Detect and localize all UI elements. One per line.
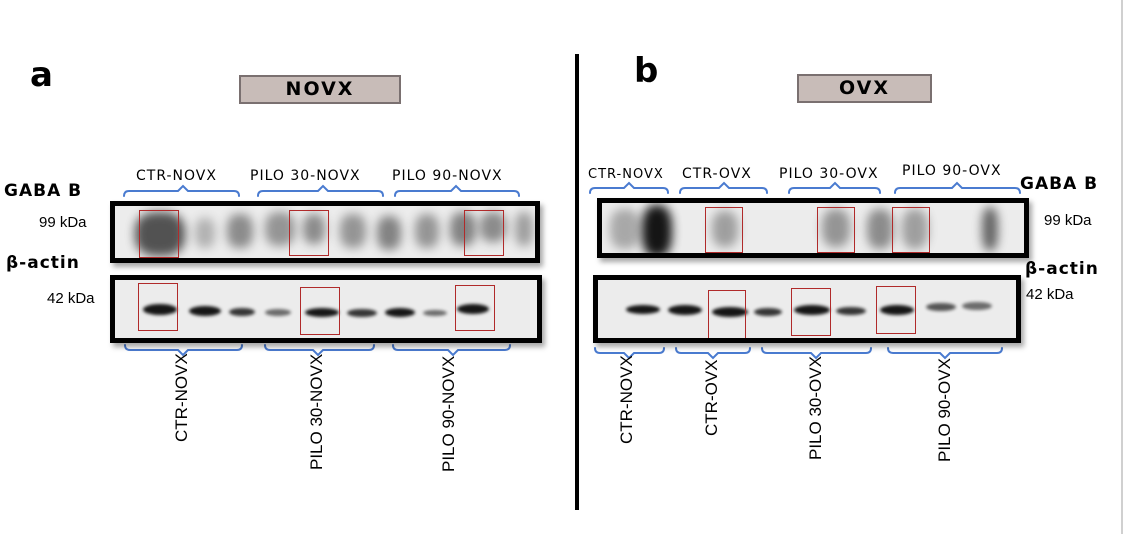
- blot-smear: [227, 214, 253, 248]
- panel-b-top-group-pilo30: PILO 30-OVX: [779, 166, 879, 182]
- protein-band: [836, 307, 866, 315]
- panel-b-title: OVX: [797, 74, 932, 103]
- protein-band: [926, 303, 956, 311]
- highlight-box: [455, 285, 495, 331]
- blot-smear: [340, 214, 366, 248]
- panel-b-actin-blot: [593, 275, 1021, 343]
- blot-smear: [822, 209, 850, 247]
- panel-b-bottom-group-pilo90: PILO 90-OVX: [935, 358, 954, 462]
- panel-b-actin-kda: 42 kDa: [1026, 286, 1074, 303]
- panel-a-gaba-label: GABA B: [4, 181, 83, 201]
- panel-a-title: NOVX: [239, 75, 401, 104]
- protein-band: [754, 308, 782, 316]
- blot-smear: [610, 209, 640, 249]
- panel-a-letter: a: [30, 55, 53, 95]
- panel-a-top-group-pilo90: PILO 90-NOVX: [392, 168, 503, 184]
- panel-b-letter: b: [634, 51, 659, 91]
- highlight-box: [705, 207, 743, 253]
- highlight-box: [464, 210, 504, 256]
- protein-band: [794, 305, 830, 315]
- protein-band: [457, 304, 489, 314]
- protein-band: [305, 308, 339, 317]
- blot-smear: [712, 211, 738, 247]
- protein-band: [385, 308, 415, 317]
- panel-b-bottom-group-ctr-ovx: CTR-OVX: [702, 359, 721, 437]
- panel-b-bottom-group-ctr-novx: CTR-NOVX: [617, 355, 636, 444]
- blot-smear: [902, 209, 928, 249]
- panel-a-top-group-pilo30: PILO 30-NOVX: [250, 168, 361, 184]
- protein-band: [668, 305, 702, 315]
- blot-smear: [415, 214, 439, 248]
- blot-smear: [377, 216, 401, 250]
- panel-a-actin-blot: [110, 275, 542, 343]
- panel-a-actin-label: β-actin: [6, 253, 80, 273]
- highlight-box: [876, 286, 916, 334]
- protein-band: [423, 310, 447, 316]
- protein-band: [229, 308, 255, 316]
- highlight-box: [708, 290, 746, 338]
- protein-band: [962, 302, 992, 310]
- panel-a-gaba-kda: 99 kDa: [39, 214, 87, 231]
- panel-a-bottom-group-pilo30: PILO 30-NOVX: [307, 353, 326, 470]
- panel-a-gaba-blot: [110, 201, 540, 263]
- protein-band: [265, 309, 291, 316]
- panel-b-top-group-pilo90: PILO 90-OVX: [902, 163, 1002, 179]
- blot-smear: [450, 212, 476, 246]
- blot-smear: [515, 212, 533, 246]
- protein-band: [143, 304, 177, 315]
- protein-band: [189, 306, 221, 316]
- protein-band: [712, 307, 748, 317]
- blot-smear: [982, 207, 998, 251]
- panel-b-bottom-group-pilo30: PILO 30-OVX: [806, 356, 825, 460]
- panel-a-bottom-group-pilo90: PILO 90-NOVX: [439, 355, 458, 472]
- highlight-box: [139, 210, 179, 258]
- highlight-box: [892, 207, 930, 253]
- highlight-box: [138, 283, 178, 331]
- blot-smear: [867, 209, 893, 249]
- protein-band: [626, 305, 660, 314]
- panel-b-gaba-label: GABA B: [1020, 174, 1099, 194]
- protein-band: [347, 309, 377, 317]
- panel-a-top-group-ctr: CTR-NOVX: [136, 168, 217, 184]
- panel-a-bottom-group-ctr: CTR-NOVX: [172, 353, 191, 442]
- panel-b-top-group-ctr-ovx: CTR-OVX: [682, 166, 752, 182]
- blot-smear: [135, 212, 185, 256]
- highlight-box: [289, 210, 329, 256]
- panel-b-gaba-blot: [597, 198, 1029, 258]
- protein-band: [880, 305, 914, 315]
- highlight-box: [791, 288, 831, 336]
- panel-b-gaba-kda: 99 kDa: [1044, 212, 1092, 229]
- panel-b-top-group-ctr-novx: CTR-NOVX: [588, 167, 664, 182]
- panel-b-actin-label: β-actin: [1025, 259, 1099, 279]
- panel-divider: [575, 54, 579, 510]
- blot-smear: [195, 218, 215, 248]
- highlight-box: [300, 287, 340, 335]
- blot-smear: [642, 205, 672, 253]
- blot-smear: [265, 212, 295, 246]
- panel-a-actin-kda: 42 kDa: [47, 290, 95, 307]
- blot-smear: [480, 212, 506, 242]
- highlight-box: [817, 207, 855, 253]
- blot-smear: [303, 214, 325, 244]
- right-border: [1121, 0, 1123, 534]
